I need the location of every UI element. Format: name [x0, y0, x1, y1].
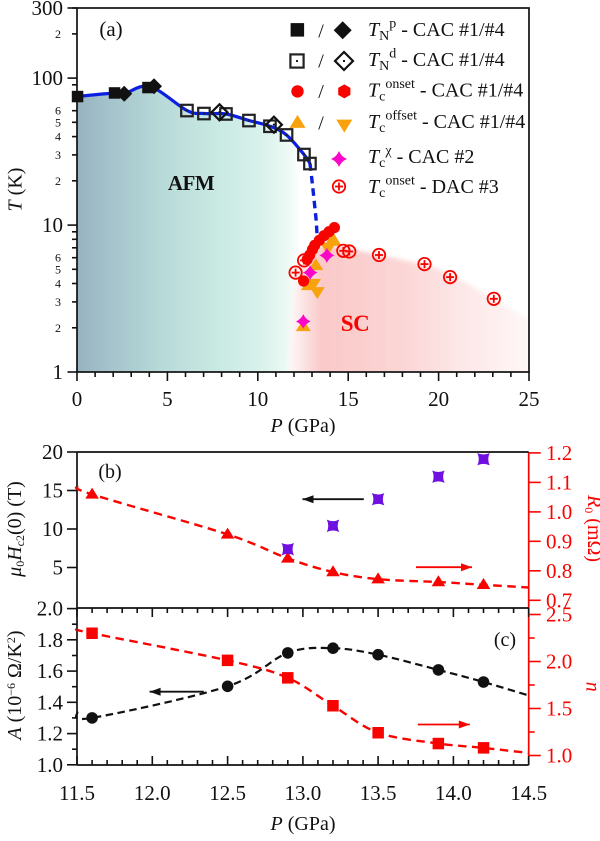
svg-text:Tconset - CAC #1/#4: Tconset - CAC #1/#4 — [368, 77, 523, 105]
svg-text:0.9: 0.9 — [546, 529, 572, 553]
svg-text:11.5: 11.5 — [59, 781, 95, 805]
svg-text:5: 5 — [53, 556, 64, 580]
svg-text:6: 6 — [55, 251, 61, 265]
svg-text:2: 2 — [55, 174, 61, 188]
svg-text:20: 20 — [428, 387, 449, 411]
svg-text:/: / — [318, 81, 324, 103]
svg-text:2.0: 2.0 — [37, 597, 63, 621]
svg-text:300: 300 — [32, 0, 64, 20]
svg-text:(c): (c) — [494, 629, 516, 651]
svg-text:2.0: 2.0 — [546, 650, 572, 674]
svg-text:2: 2 — [55, 321, 61, 335]
svg-text:SC: SC — [341, 311, 369, 336]
svg-text:13.5: 13.5 — [360, 781, 397, 805]
svg-text:(a): (a) — [99, 17, 122, 41]
svg-text:TNp - CAC #1/#4: TNp - CAC #1/#4 — [368, 17, 505, 45]
svg-text:4: 4 — [55, 130, 61, 144]
svg-text:(b): (b) — [98, 461, 121, 483]
svg-text:1.5: 1.5 — [546, 697, 572, 721]
svg-text:2.5: 2.5 — [546, 603, 572, 627]
svg-text:T (K): T (K) — [5, 168, 27, 212]
svg-text:P (GPa): P (GPa) — [270, 415, 336, 437]
svg-text:R0 (mΩ): R0 (mΩ) — [582, 494, 600, 562]
svg-text:10: 10 — [247, 387, 268, 411]
svg-text:15: 15 — [338, 387, 359, 411]
svg-text:Tcoffset - CAC #1/#4: Tcoffset - CAC #1/#4 — [368, 109, 525, 137]
svg-text:14.0: 14.0 — [435, 781, 472, 805]
svg-text:P (GPa): P (GPa) — [270, 813, 336, 835]
svg-text:0.7: 0.7 — [546, 588, 572, 612]
svg-text:4: 4 — [55, 277, 61, 291]
svg-text:/: / — [318, 51, 324, 73]
svg-text:1.0: 1.0 — [37, 753, 63, 777]
svg-text:0.8: 0.8 — [546, 559, 572, 583]
svg-text:5: 5 — [55, 115, 61, 129]
svg-text:100: 100 — [32, 66, 64, 90]
svg-text:μ0Hc2(0) (T): μ0Hc2(0) (T) — [4, 481, 27, 578]
svg-text:1.0: 1.0 — [546, 500, 572, 524]
svg-text:5: 5 — [55, 262, 61, 276]
svg-text:0: 0 — [72, 387, 83, 411]
svg-text:14.5: 14.5 — [510, 781, 547, 805]
svg-text:AFM: AFM — [168, 171, 215, 195]
svg-text:3: 3 — [55, 148, 61, 162]
svg-text:6: 6 — [55, 104, 61, 118]
svg-text:1: 1 — [53, 360, 64, 384]
svg-text:10: 10 — [42, 517, 63, 541]
svg-text:2: 2 — [55, 27, 61, 41]
svg-text:A (10−6 Ω/K2): A (10−6 Ω/K2) — [4, 630, 26, 741]
svg-text:10: 10 — [42, 213, 63, 237]
svg-text:1.2: 1.2 — [546, 441, 572, 465]
svg-text:/: / — [318, 113, 324, 135]
svg-text:20: 20 — [42, 440, 63, 464]
svg-text:1.1: 1.1 — [546, 470, 572, 494]
svg-text:1.0: 1.0 — [546, 744, 572, 768]
svg-text:3: 3 — [55, 295, 61, 309]
svg-text:25: 25 — [519, 387, 540, 411]
svg-text:15: 15 — [42, 479, 63, 503]
svg-text:Tcχ - CAC #2: Tcχ - CAC #2 — [368, 144, 474, 172]
svg-text:/: / — [318, 21, 324, 43]
svg-text:n: n — [582, 682, 600, 692]
svg-text:13.0: 13.0 — [285, 781, 322, 805]
svg-text:12.5: 12.5 — [209, 781, 246, 805]
svg-text:TNd - CAC #1/#4: TNd - CAC #1/#4 — [368, 47, 505, 75]
svg-text:Tconset - DAC #3: Tconset - DAC #3 — [368, 174, 499, 202]
svg-text:5: 5 — [162, 387, 173, 411]
svg-text:1.8: 1.8 — [37, 628, 63, 652]
svg-text:1.2: 1.2 — [37, 722, 63, 746]
svg-text:12.0: 12.0 — [134, 781, 171, 805]
svg-text:1.6: 1.6 — [37, 659, 63, 683]
svg-text:1.4: 1.4 — [37, 690, 64, 714]
